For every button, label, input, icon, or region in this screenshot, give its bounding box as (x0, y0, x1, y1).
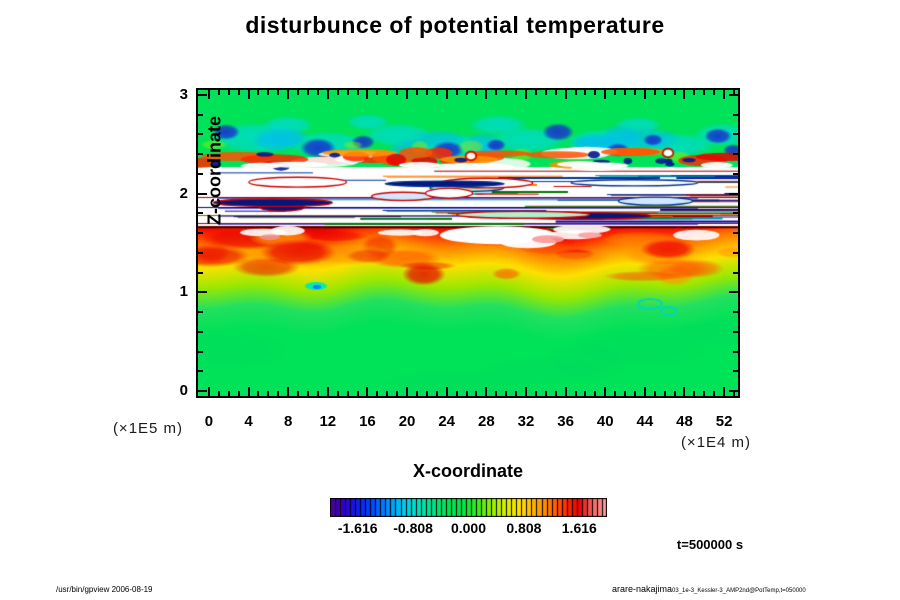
colorbar-tick-label: 1.616 (561, 520, 597, 536)
y-tick-label: 1 (179, 283, 188, 301)
x-axis-label: X-coordinate (412, 461, 523, 481)
colorbar-tick-label: -0.808 (393, 520, 433, 536)
y-axis-label: Z-coordinate (204, 116, 225, 226)
x-unit-right-label: (×1E4 m) (680, 434, 752, 451)
x-tick-label: 0 (204, 413, 214, 430)
footer-run-id-sub: 03_1e-3_Kessler-3_AMP2nd@PotTemp,t=05000… (672, 588, 806, 594)
x-tick-label: 40 (596, 413, 614, 430)
time-annotation: t=500000 s (676, 537, 744, 552)
x-tick-label: 4 (244, 413, 253, 430)
footer-command-text: /usr/bin/gpview 2006-08-19 (56, 585, 153, 594)
x-tick-label: 16 (359, 413, 376, 430)
y-tick-label: 3 (179, 85, 188, 103)
colorbar (330, 498, 607, 517)
footer-run-id-main: arare-nakajima (612, 584, 673, 594)
x-tick-label: 32 (517, 413, 535, 430)
heatmap-field (198, 90, 738, 396)
x-tick-label: 12 (319, 413, 337, 430)
x-tick-label: 52 (715, 413, 733, 430)
plot-area (196, 88, 740, 398)
x-tick-label: 8 (283, 413, 293, 430)
x-tick-label: 44 (636, 413, 654, 430)
x-tick-label: 20 (398, 413, 416, 430)
y-tick-label: 2 (179, 184, 188, 202)
colorbar-tick-label: -1.616 (337, 520, 378, 536)
colorbar-tick-label: 0.808 (506, 520, 542, 536)
x-tick-label: 28 (477, 413, 495, 430)
x-tick-label: 48 (676, 413, 693, 430)
footer-run-id: arare-nakajima03_1e-3_Kessler-3_AMP2nd@P… (612, 584, 822, 594)
x-tick-label: 24 (438, 413, 456, 430)
x-unit-left-label: (×1E5 m) (112, 420, 184, 437)
chart-title: disturbunce of potential temperature (245, 12, 665, 38)
y-tick-label: 0 (179, 382, 188, 400)
x-tick-label: 36 (557, 413, 574, 430)
colorbar-tick-label: 0.000 (450, 520, 487, 536)
